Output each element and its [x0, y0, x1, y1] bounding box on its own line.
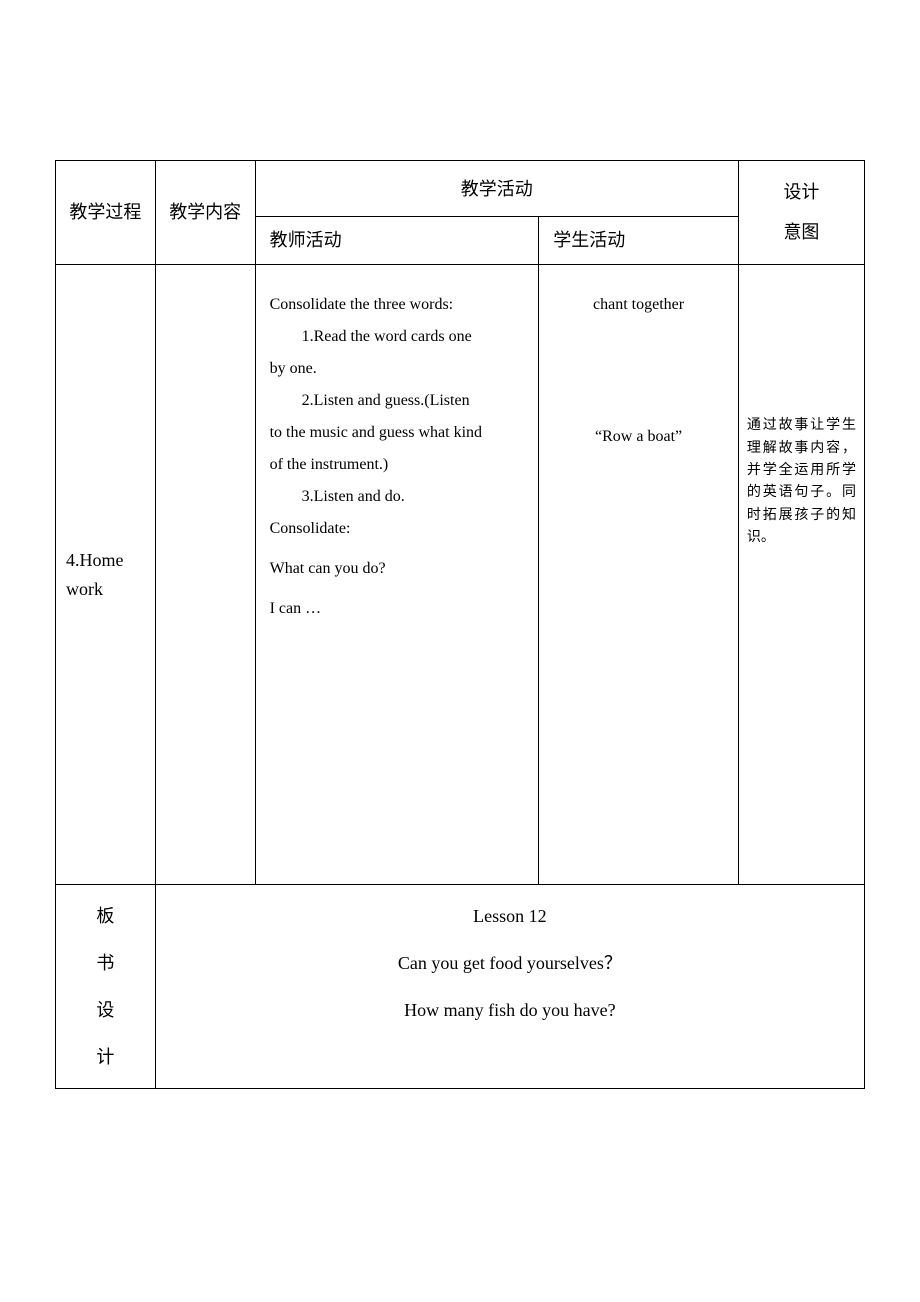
board-label-c2: 书 [56, 940, 155, 987]
board-line3: How many fish do you have? [166, 987, 854, 1034]
board-label-c1: 板 [56, 893, 155, 940]
board-label-c3: 设 [56, 987, 155, 1034]
design-intent-cell: 通过故事让学生理解故事内容，并学全运用所学的英语句子。同时拓展孩子的知识。 [738, 265, 864, 885]
student-line1: chant together [549, 289, 728, 321]
board-design-label-cell: 板 书 设 计 [56, 885, 156, 1089]
board-line1: Lesson 12 [166, 893, 854, 940]
teacher-item1b: by one. [270, 353, 525, 385]
board-line2: Can you get food yourselves？ [166, 940, 854, 987]
header-process: 教学过程 [56, 161, 156, 265]
header-design-intent: 设计 意图 [738, 161, 864, 265]
student-activity-cell: chant together “Row a boat” [539, 265, 739, 885]
teacher-item3: 3.Listen and do. [270, 481, 525, 513]
teacher-intro: Consolidate the three words: [270, 289, 525, 321]
header-student: 学生活动 [539, 217, 739, 265]
student-line2: “Row a boat” [549, 421, 728, 453]
process-label: 4.Home work [66, 550, 124, 599]
design-intent-label-1: 设计 [783, 182, 819, 202]
content-cell [155, 265, 255, 885]
header-teacher: 教师活动 [255, 217, 539, 265]
process-cell: 4.Home work [56, 265, 156, 885]
teacher-item2c: of the instrument.) [270, 449, 525, 481]
teacher-consolidate: Consolidate: [270, 513, 525, 545]
board-label-c4: 计 [56, 1034, 155, 1081]
lesson-plan-table: 教学过程 教学内容 教学活动 设计 意图 教师活动 学生活动 4.Home wo… [55, 160, 865, 1089]
table-body-row: 4.Home work Consolidate the three words:… [56, 265, 865, 885]
header-content: 教学内容 [155, 161, 255, 265]
table-header-row-1: 教学过程 教学内容 教学活动 设计 意图 [56, 161, 865, 217]
board-design-content-cell: Lesson 12 Can you get food yourselves？ H… [155, 885, 864, 1089]
teacher-item2b: to the music and guess what kind [270, 417, 525, 449]
teacher-item2a: 2.Listen and guess.(Listen [270, 385, 525, 417]
board-design-row: 板 书 设 计 Lesson 12 Can you get food yours… [56, 885, 865, 1089]
header-activity: 教学活动 [255, 161, 738, 217]
design-intent-label-2: 意图 [783, 222, 819, 242]
teacher-q1: What can you do? [270, 553, 525, 585]
teacher-activity-cell: Consolidate the three words: 1.Read the … [255, 265, 539, 885]
teacher-q2: I can … [270, 593, 525, 625]
teacher-item1a: 1.Read the word cards one [270, 321, 525, 353]
